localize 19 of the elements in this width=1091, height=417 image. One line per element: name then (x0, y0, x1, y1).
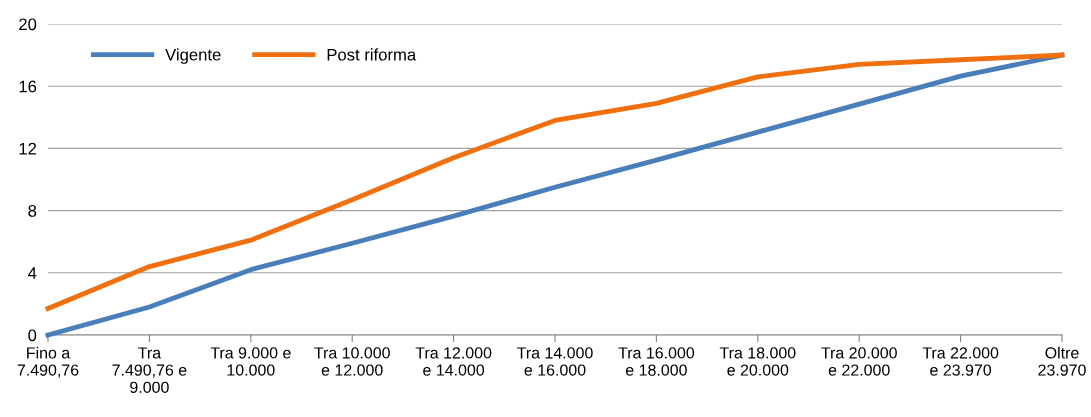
x-tick-label: Tra 18.000 e 20.000 (719, 347, 796, 376)
x-tick-label: Oltre 23.970 (1038, 346, 1086, 376)
x-tick-label: Tra 16.000 e 18.000 (618, 347, 695, 376)
x-tick-label: Tra 20.000 e 22.000 (821, 347, 897, 376)
x-tick-label: Tra 12.000 e 14.000 (415, 347, 492, 376)
x-tick-label: Tra 10.000 e 12.000 (314, 347, 390, 376)
x-tick-label: Tra 9.000 e 10.000 (210, 347, 291, 376)
x-tick-label: Tra 14.000 e 16.000 (517, 347, 593, 376)
x-tick-label: Tra 22.000 e 23.970 (922, 347, 999, 376)
y-tick-label: 0 (28, 329, 37, 342)
legend-label: Post riforma (327, 48, 417, 61)
y-tick-label: 20 (19, 18, 37, 31)
y-tick-label: 8 (28, 205, 37, 217)
x-tick-label: Tra 7.490,76 e 9.000 (112, 347, 187, 393)
y-tick-label: 4 (28, 267, 37, 279)
y-tick-label: 16 (19, 80, 37, 93)
y-tick-label: 12 (19, 142, 37, 155)
legend-label: Vigente (165, 48, 221, 64)
x-tick-label: Fino a 7.490,76 (17, 346, 79, 378)
